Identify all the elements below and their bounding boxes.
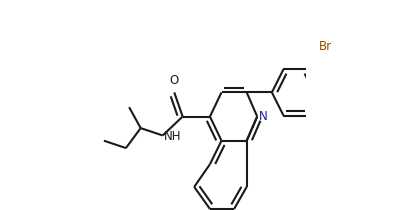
Text: N: N	[259, 110, 267, 123]
Text: Br: Br	[319, 40, 332, 53]
Text: O: O	[169, 74, 178, 87]
Text: NH: NH	[164, 130, 181, 143]
